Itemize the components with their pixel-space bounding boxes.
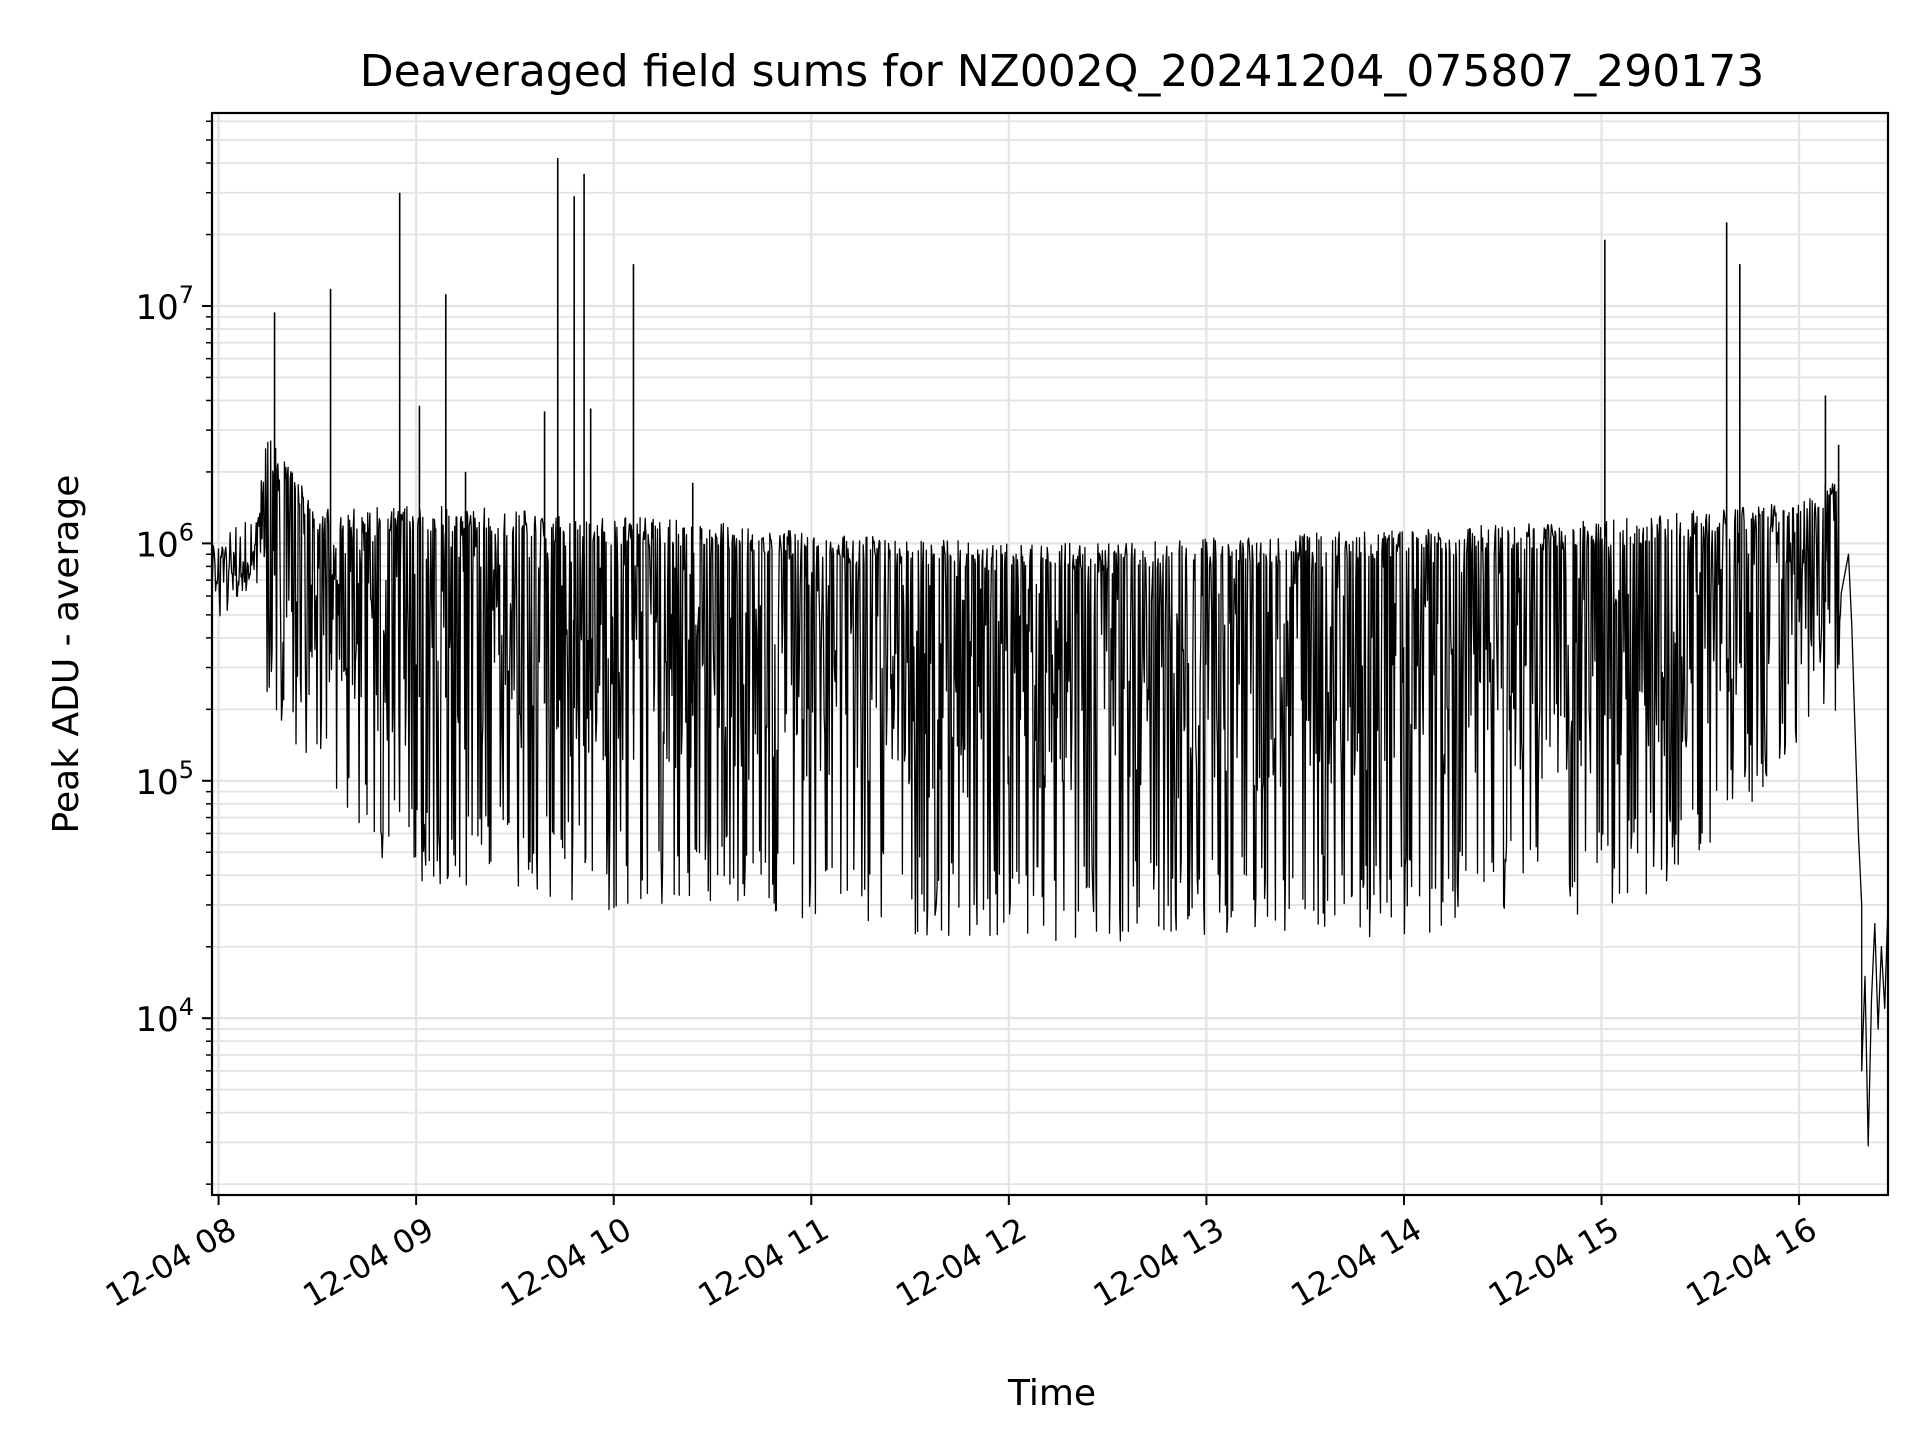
plot-area <box>211 158 1889 1147</box>
y-tick-label: 106 <box>135 518 194 565</box>
y-axis-label: Peak ADU - average <box>46 475 87 834</box>
series-line <box>211 440 1889 1147</box>
y-tick-label: 105 <box>135 756 194 803</box>
y-tick-label: 104 <box>135 993 194 1040</box>
x-axis-label: Time <box>1007 1373 1096 1414</box>
y-tick-label: 107 <box>135 281 194 328</box>
plot-frame <box>210 111 1890 1197</box>
chart-title: Deaveraged field sums for NZ002Q_2024120… <box>360 46 1765 97</box>
